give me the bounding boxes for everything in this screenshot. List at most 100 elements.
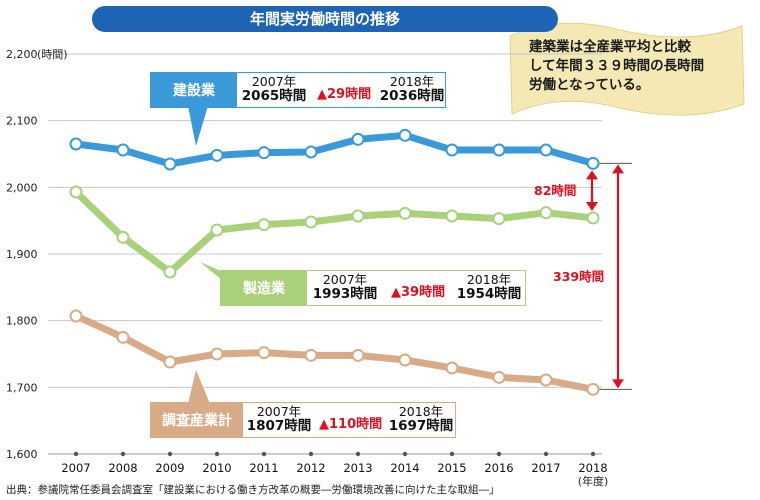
data-point [445, 209, 459, 223]
callout-label: 調査産業計 [151, 403, 243, 437]
x-tick-dot [214, 451, 220, 457]
data-point [163, 355, 177, 369]
y-tick-label: 1,900 [6, 248, 38, 261]
note-text: 建築業は全産業平均と比較 して年間３３９時間の長時間 労働となっている。 [529, 38, 739, 95]
up-triangle-icon: ▲ [391, 285, 401, 300]
callout-year-end: 2018年 [398, 404, 444, 419]
diff-label-339: 339時間 [553, 269, 605, 284]
y-tick-label: 2,000 [6, 181, 38, 194]
data-point [257, 146, 271, 160]
data-point [304, 215, 318, 229]
data-point [210, 223, 224, 237]
callout-value-end: 2036時間 [379, 88, 445, 104]
note-line-3: 労働となっている。 [529, 77, 650, 93]
arrow-339-head-bottom [612, 379, 624, 389]
data-point [210, 347, 224, 361]
callout-delta: 110時間 [329, 417, 383, 432]
x-tick-label: 2013 [343, 461, 372, 475]
callout-delta: 39時間 [401, 285, 446, 300]
x-tick-label: 2011 [249, 461, 278, 475]
data-point [304, 348, 318, 362]
x-tick-label: 2009 [155, 461, 184, 475]
x-tick-label: 2018 [578, 461, 607, 475]
x-tick-dot [73, 451, 79, 457]
x-tick-label: 2014 [390, 461, 419, 475]
callout-year-start: 2007年 [256, 404, 302, 419]
data-point [351, 348, 365, 362]
chart-title: 年間実労働時間の推移 [92, 6, 558, 32]
callout-construction: 建設業 2007年 2065時間 ▲29時間 2018年 2036時間 [150, 72, 446, 108]
data-point [492, 212, 506, 226]
x-tick-dot [120, 451, 126, 457]
x-tick-label: 2015 [437, 461, 466, 475]
x-tick-dot [402, 451, 408, 457]
callout-year-end: 2018年 [389, 74, 435, 89]
callout-value-start: 2065時間 [241, 88, 307, 104]
data-point [586, 156, 600, 170]
x-tick-dot [590, 451, 596, 457]
data-point [492, 143, 506, 157]
series-line-2 [72, 188, 597, 276]
y-axis-unit: (時間) [37, 48, 68, 61]
x-tick-label: 2007 [61, 461, 90, 475]
x-tick-label: 2010 [202, 461, 231, 475]
callout-value-start: 1993時間 [312, 286, 378, 302]
data-point [163, 265, 177, 279]
data-point [351, 132, 365, 146]
x-axis-unit: (年度) [578, 474, 609, 488]
data-point [210, 148, 224, 162]
note-line-1: 建築業は全産業平均と比較 [529, 39, 691, 55]
callout-manufacturing: 製造業 2007年 1993時間 ▲39時間 2018年 1954時間 [220, 270, 526, 306]
note-line-2: して年間３３９時間の長時間 [529, 58, 705, 74]
data-point [586, 382, 600, 396]
callout-value-start: 1807時間 [246, 418, 312, 434]
x-tick-label: 2012 [296, 461, 325, 475]
data-point [445, 143, 459, 157]
data-point [163, 157, 177, 171]
note-flag [509, 22, 745, 116]
x-tick-label: 2017 [531, 461, 560, 475]
data-point [586, 211, 600, 225]
data-point [116, 230, 130, 244]
x-tick-label: 2008 [108, 461, 137, 475]
x-tick-dot [308, 451, 314, 457]
callout-pointer-construction [188, 106, 208, 146]
data-point [69, 185, 83, 199]
callout-delta: 29時間 [327, 87, 372, 102]
data-point [116, 330, 130, 344]
data-point [304, 145, 318, 159]
data-point [398, 206, 412, 220]
data-point [539, 206, 553, 220]
y-tick-label: 1,800 [6, 315, 38, 328]
data-point [398, 353, 412, 367]
y-tick-label: 2,100 [6, 115, 38, 128]
data-point [351, 209, 365, 223]
up-triangle-icon: ▲ [319, 417, 329, 432]
callout-value-end: 1954時間 [456, 286, 522, 302]
y-tick-label: 1,700 [6, 381, 38, 394]
data-point [257, 346, 271, 360]
x-tick-dot [261, 451, 267, 457]
data-point [257, 218, 271, 232]
arrow-82-head-top [586, 170, 598, 180]
series-line-3 [72, 312, 597, 393]
y-tick-label: 1,600 [6, 448, 38, 461]
x-tick-label: 2016 [484, 461, 513, 475]
callout-label: 建設業 [151, 73, 237, 107]
arrow-82-head-bottom [586, 202, 598, 211]
callout-year-start: 2007年 [251, 74, 297, 89]
data-point [398, 128, 412, 142]
data-point [539, 373, 553, 387]
callout-all-industries: 調査産業計 2007年 1807時間 ▲110時間 2018年 1697時間 [150, 402, 456, 438]
callout-pointer-all-industries [188, 370, 210, 404]
data-point [539, 143, 553, 157]
data-point [116, 143, 130, 157]
diff-label-82: 82時間 [534, 183, 577, 198]
series-line-1 [72, 131, 597, 168]
arrow-339-head-top [612, 164, 624, 174]
source-note: 出典：参議院常任委員会調査室「建設業における働き方改革の概要―労働環境改善に向け… [6, 484, 500, 496]
x-tick-dot [449, 451, 455, 457]
data-point [492, 370, 506, 384]
callout-year-start: 2007年 [322, 272, 368, 287]
data-point [69, 137, 83, 151]
